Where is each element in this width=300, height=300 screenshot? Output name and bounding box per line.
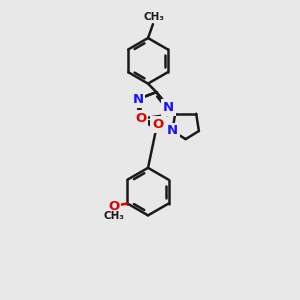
Text: N: N bbox=[163, 101, 174, 114]
Text: O: O bbox=[152, 118, 164, 130]
Text: O: O bbox=[108, 200, 119, 213]
Text: N: N bbox=[132, 93, 143, 106]
Text: N: N bbox=[167, 124, 178, 137]
Text: O: O bbox=[135, 112, 146, 124]
Text: CH₃: CH₃ bbox=[103, 212, 124, 221]
Text: CH₃: CH₃ bbox=[143, 12, 164, 22]
